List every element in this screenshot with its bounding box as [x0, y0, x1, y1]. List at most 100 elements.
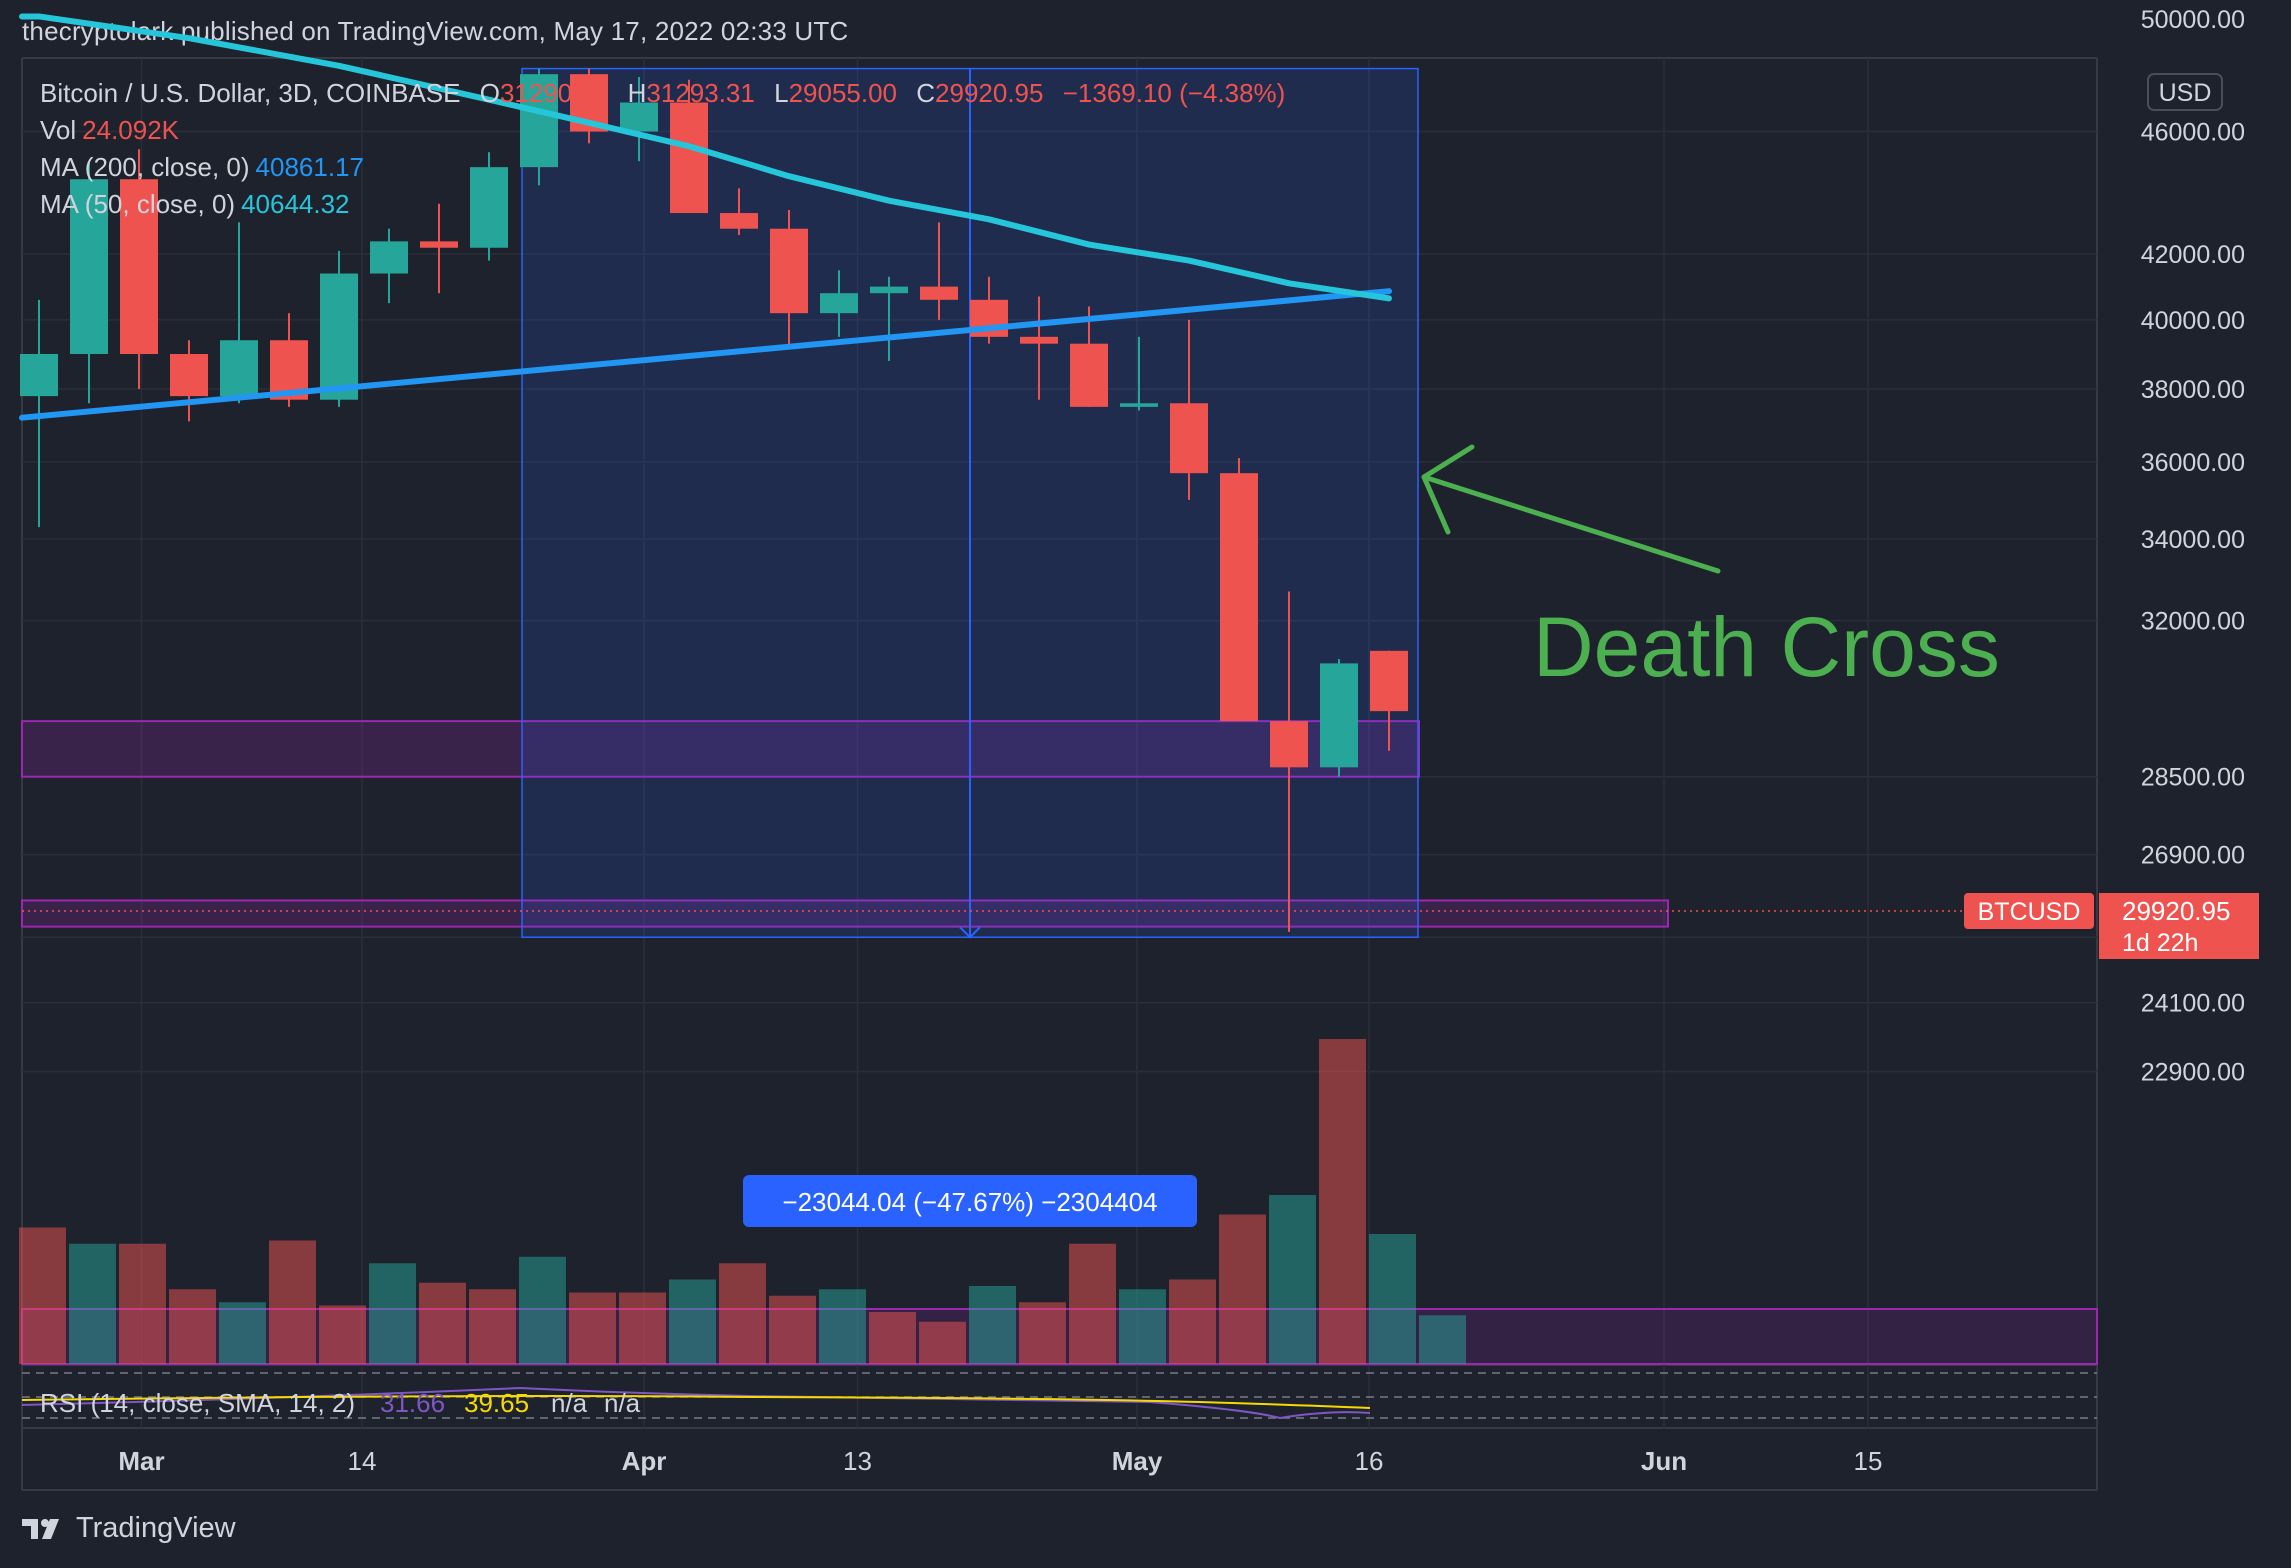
support-zone — [21, 720, 1420, 778]
candle-body — [920, 286, 958, 300]
tradingview-footer[interactable]: TradingView — [22, 1512, 236, 1545]
ma200-label[interactable]: MA (200, close, 0) — [40, 152, 250, 182]
high-label: H — [627, 78, 647, 108]
candle-body — [620, 102, 658, 132]
candle-body — [1320, 663, 1358, 768]
rsi-na-2: n/a — [604, 1388, 641, 1418]
volume-bar — [1369, 1234, 1416, 1364]
time-tick-label: 14 — [348, 1446, 377, 1476]
currency-label: USD — [2159, 79, 2212, 107]
volume-bar — [319, 1305, 366, 1364]
candle-body — [20, 354, 58, 397]
price-tick-label: 40000.00 — [2141, 307, 2245, 335]
volume-bar — [569, 1292, 616, 1364]
time-tick-label: Mar — [118, 1446, 164, 1476]
ma50-label[interactable]: MA (50, close, 0) — [40, 189, 236, 219]
volume-bar — [1169, 1279, 1216, 1364]
time-tick-label: Apr — [622, 1446, 667, 1476]
volume-bar — [119, 1243, 166, 1364]
time-tick-label: 13 — [843, 1446, 872, 1476]
ohlc-legend: Bitcoin / U.S. Dollar, 3D, COINBASE O312… — [40, 78, 1285, 109]
symbol-tag — [1964, 893, 2094, 929]
ma50-value: 40644.32 — [241, 189, 350, 219]
volume-label[interactable]: Vol — [40, 115, 77, 145]
low-label: L — [774, 78, 789, 108]
ma200-legend: MA (200, close, 0) 40861.17 — [40, 152, 364, 183]
change-value: −1369.10 (−4.38%) — [1062, 78, 1286, 108]
symbol-tag-label: BTCUSD — [1978, 898, 2081, 926]
candle-body — [70, 179, 108, 355]
price-tick-label: 28500.00 — [2141, 764, 2245, 792]
volume-bar — [519, 1256, 566, 1364]
candle-body — [1370, 650, 1408, 712]
candle-body — [170, 354, 208, 397]
moving-averages — [19, 13, 1392, 421]
rsi-sma-value: 39.65 — [464, 1388, 529, 1418]
price-tick-label: 24100.00 — [2141, 990, 2245, 1018]
open-label: O — [479, 78, 500, 108]
tradingview-logo-icon — [22, 1518, 59, 1539]
volume-bar — [1269, 1195, 1316, 1364]
candle-body — [870, 286, 908, 294]
volume-bars — [19, 1039, 1466, 1364]
candle-body — [120, 179, 158, 355]
ma200-line — [19, 288, 1392, 421]
time-tick-label: Jun — [1641, 1446, 1687, 1476]
low-value: 29055.00 — [788, 78, 898, 108]
range-arrow-head — [959, 926, 981, 939]
volume-bar — [19, 1227, 66, 1364]
candle-body — [720, 213, 758, 229]
volume-bar — [369, 1263, 416, 1364]
range-measure: −23044.04 (−47.67%) −2304404 — [521, 67, 1419, 1227]
candle-countdown: 1d 22h — [2122, 929, 2198, 957]
price-tick-label: 34000.00 — [2141, 526, 2245, 554]
ma200-value: 40861.17 — [255, 152, 364, 182]
last-price-tag — [2099, 893, 2259, 959]
volume-bar — [69, 1243, 116, 1364]
candle-body — [1020, 336, 1058, 344]
price-tick-label: 32000.00 — [2141, 608, 2245, 636]
volume-bar — [1319, 1039, 1366, 1364]
annotation-arrow — [1421, 444, 1721, 574]
range-label: −23044.04 (−47.67%) −2304404 — [782, 1187, 1157, 1217]
candle-body — [670, 102, 708, 214]
candle-body — [320, 273, 358, 400]
candle-body — [1270, 721, 1308, 768]
price-axis[interactable]: 54000.0050000.0046000.0042000.0040000.00… — [2141, 0, 2245, 1087]
last-price-value: 29920.95 — [2122, 896, 2230, 926]
price-tick-label: 26900.00 — [2141, 842, 2245, 870]
volume-bar — [219, 1302, 266, 1364]
price-tick-label: 38000.00 — [2141, 376, 2245, 404]
range-label-box — [743, 1175, 1197, 1227]
volume-bar — [869, 1312, 916, 1364]
rsi-sma-line — [21, 1395, 1371, 1409]
volume-bar — [619, 1292, 666, 1364]
time-axis[interactable]: Mar 14 Apr 13 May 16 Jun 15 — [118, 1446, 1882, 1476]
candle-body — [1170, 403, 1208, 474]
volume-bar — [1069, 1243, 1116, 1364]
volume-bar — [469, 1289, 516, 1364]
death-cross-label: Death Cross — [1533, 600, 2000, 694]
candle-body — [1220, 473, 1258, 722]
volume-bar — [1419, 1315, 1466, 1364]
volume-bar — [269, 1240, 316, 1364]
candle-body — [420, 241, 458, 248]
volume-bar — [919, 1321, 966, 1364]
volume-bar — [1019, 1302, 1066, 1364]
volume-legend: Vol 24.092K — [40, 115, 179, 146]
volume-bar — [1119, 1289, 1166, 1364]
volume-bar — [669, 1279, 716, 1364]
candle-body — [1120, 403, 1158, 407]
candle-body — [520, 74, 558, 168]
volume-value: 24.092K — [82, 115, 180, 145]
candle-body — [370, 241, 408, 274]
symbol-title[interactable]: Bitcoin / U.S. Dollar, 3D, COINBASE — [40, 78, 461, 108]
price-tick-label: 50000.00 — [2141, 6, 2245, 34]
price-tick-label: 46000.00 — [2141, 119, 2245, 147]
time-tick-label: 15 — [1854, 1446, 1883, 1476]
price-tick-label: 42000.00 — [2141, 241, 2245, 269]
price-tick-label: 22900.00 — [2141, 1059, 2245, 1087]
volume-bar — [969, 1286, 1016, 1364]
currency-badge[interactable] — [2147, 73, 2223, 111]
